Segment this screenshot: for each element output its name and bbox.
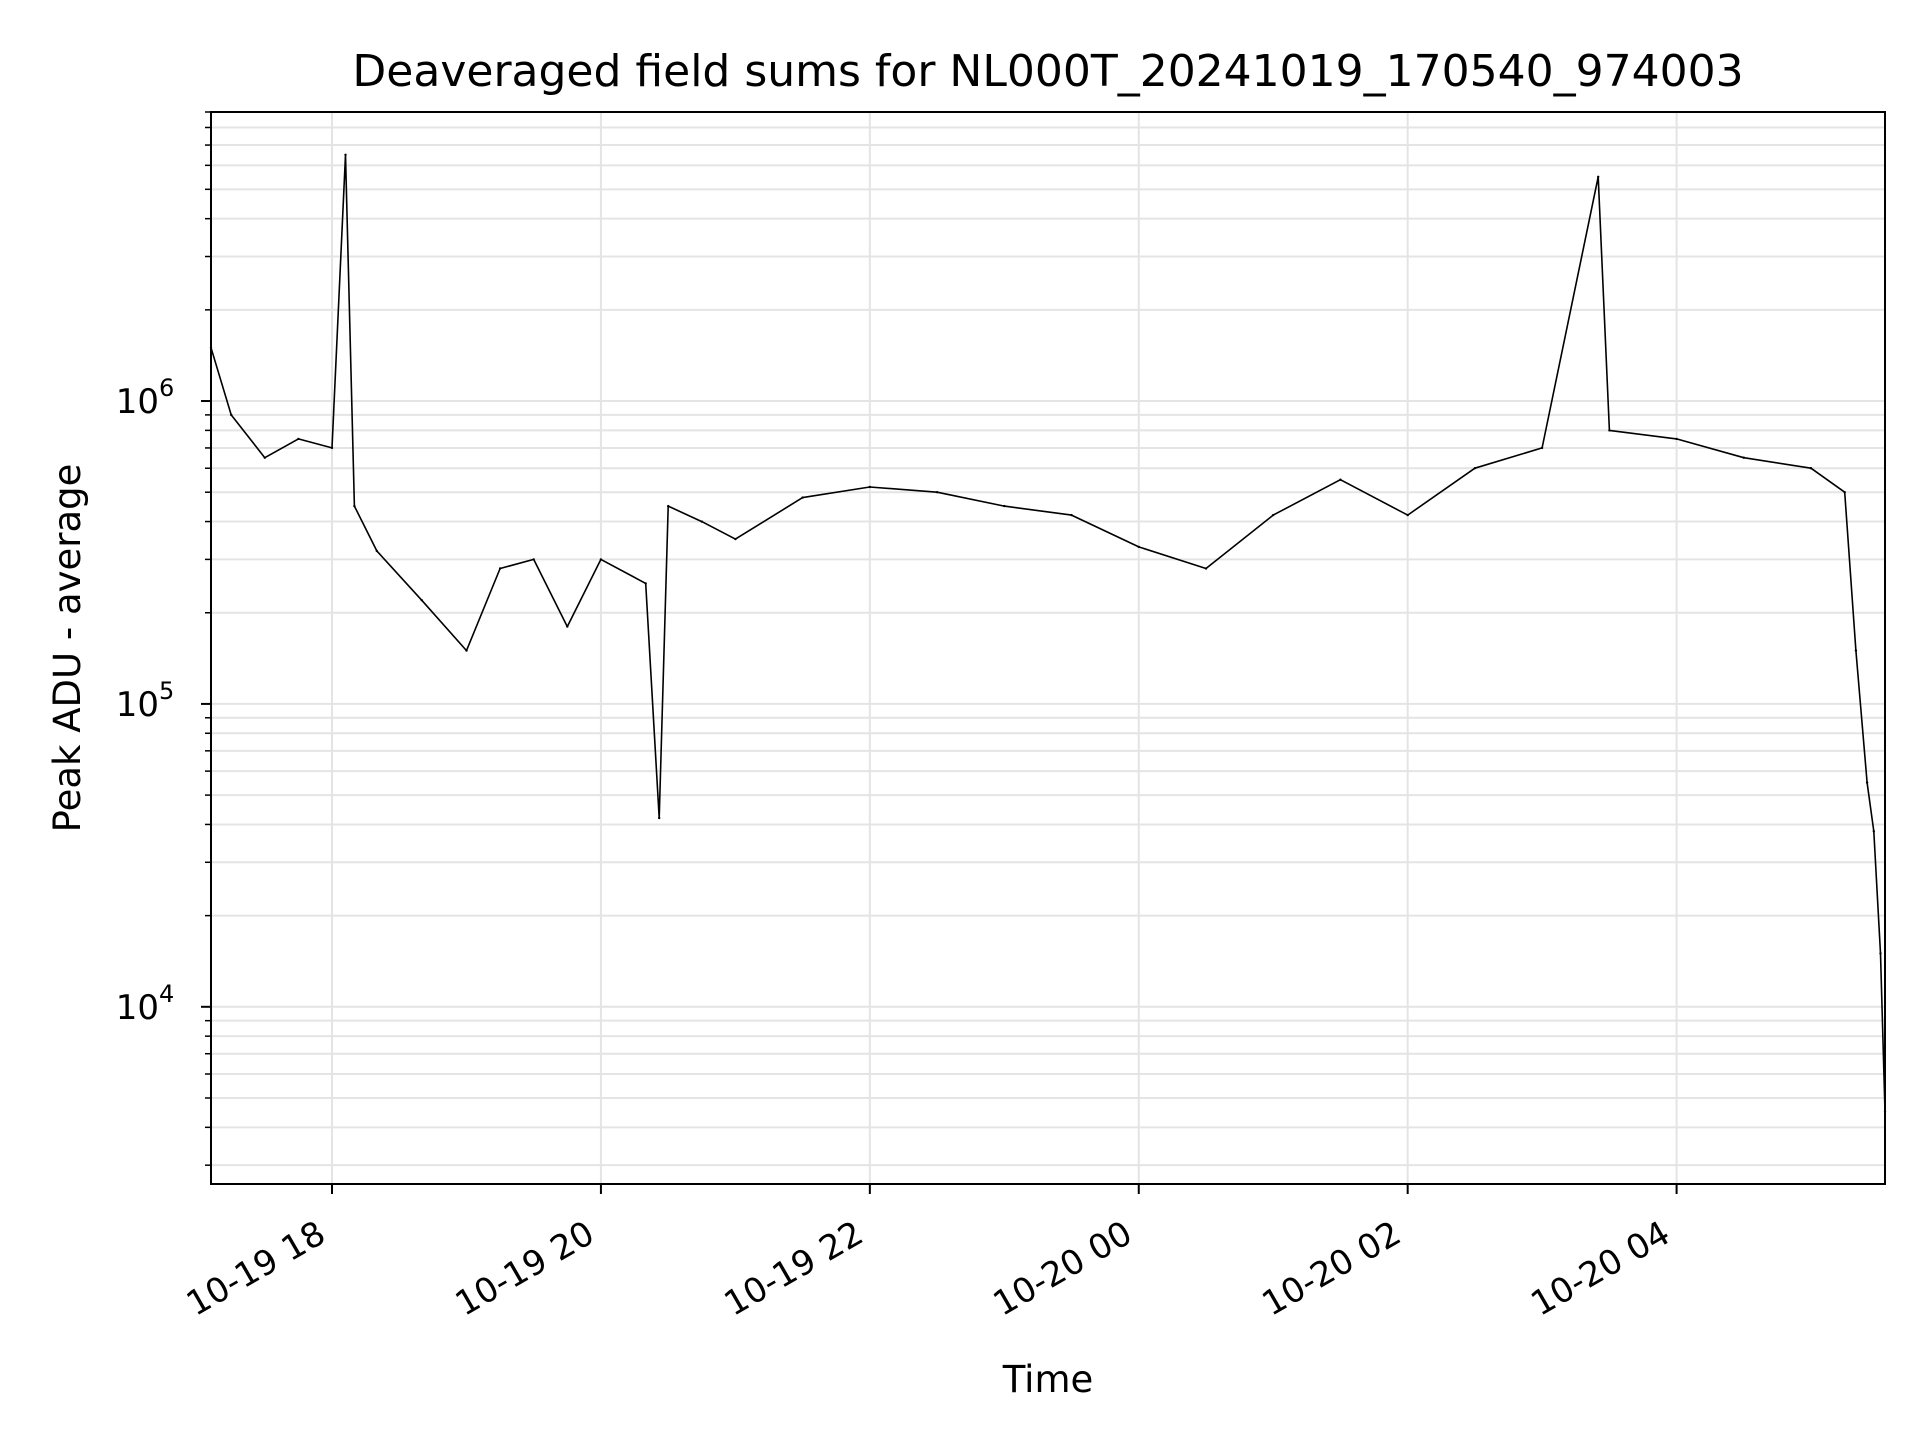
data-point <box>330 446 334 450</box>
plot-frame <box>210 111 1886 1185</box>
data-point <box>1339 478 1342 481</box>
data-point <box>498 567 502 570</box>
data-point <box>344 153 347 156</box>
grid <box>211 111 1885 1184</box>
data-point <box>1843 491 1846 494</box>
data-point <box>801 496 804 499</box>
data-point <box>1854 649 1858 652</box>
data-point <box>1865 781 1869 784</box>
data-point <box>1597 175 1600 178</box>
data-point <box>263 456 266 459</box>
data-point <box>1003 504 1006 508</box>
data-point <box>230 413 233 417</box>
data-point <box>868 485 871 489</box>
data-point <box>700 520 703 523</box>
y-tick-label: 106 <box>116 374 175 422</box>
series-layer <box>209 153 1887 1114</box>
data-point <box>1070 513 1073 517</box>
data-point <box>1809 467 1813 470</box>
data-point <box>658 816 661 820</box>
data-point <box>1675 437 1678 441</box>
data-point <box>465 649 468 652</box>
data-point <box>532 558 535 561</box>
data-point <box>1872 830 1876 833</box>
x-axis-title: Time <box>1002 1358 1094 1401</box>
data-point <box>1204 567 1208 570</box>
data-point <box>644 582 647 585</box>
data-point <box>1742 456 1746 459</box>
data-point <box>353 504 356 508</box>
data-point <box>1879 952 1882 955</box>
data-point <box>1540 446 1544 450</box>
data-point <box>1406 513 1409 517</box>
data-line <box>210 154 1886 1112</box>
data-point <box>566 625 569 628</box>
data-point <box>1608 429 1611 432</box>
data-point <box>1272 513 1275 517</box>
data-point <box>1473 467 1477 470</box>
data-point <box>734 537 737 541</box>
data-point <box>667 504 670 508</box>
data-point <box>375 549 378 553</box>
data-point <box>1137 545 1141 549</box>
data-point <box>935 491 939 494</box>
data-point <box>599 558 603 561</box>
plot-area-background <box>211 112 1885 1184</box>
data-point <box>420 599 423 602</box>
y-axis-title: Peak ADU - average <box>46 464 89 833</box>
data-point <box>297 437 300 441</box>
y-tick-label: 104 <box>116 980 175 1028</box>
chart-title: Deaveraged field sums for NL000T_2024101… <box>352 46 1743 97</box>
y-tick-label: 105 <box>116 677 175 725</box>
